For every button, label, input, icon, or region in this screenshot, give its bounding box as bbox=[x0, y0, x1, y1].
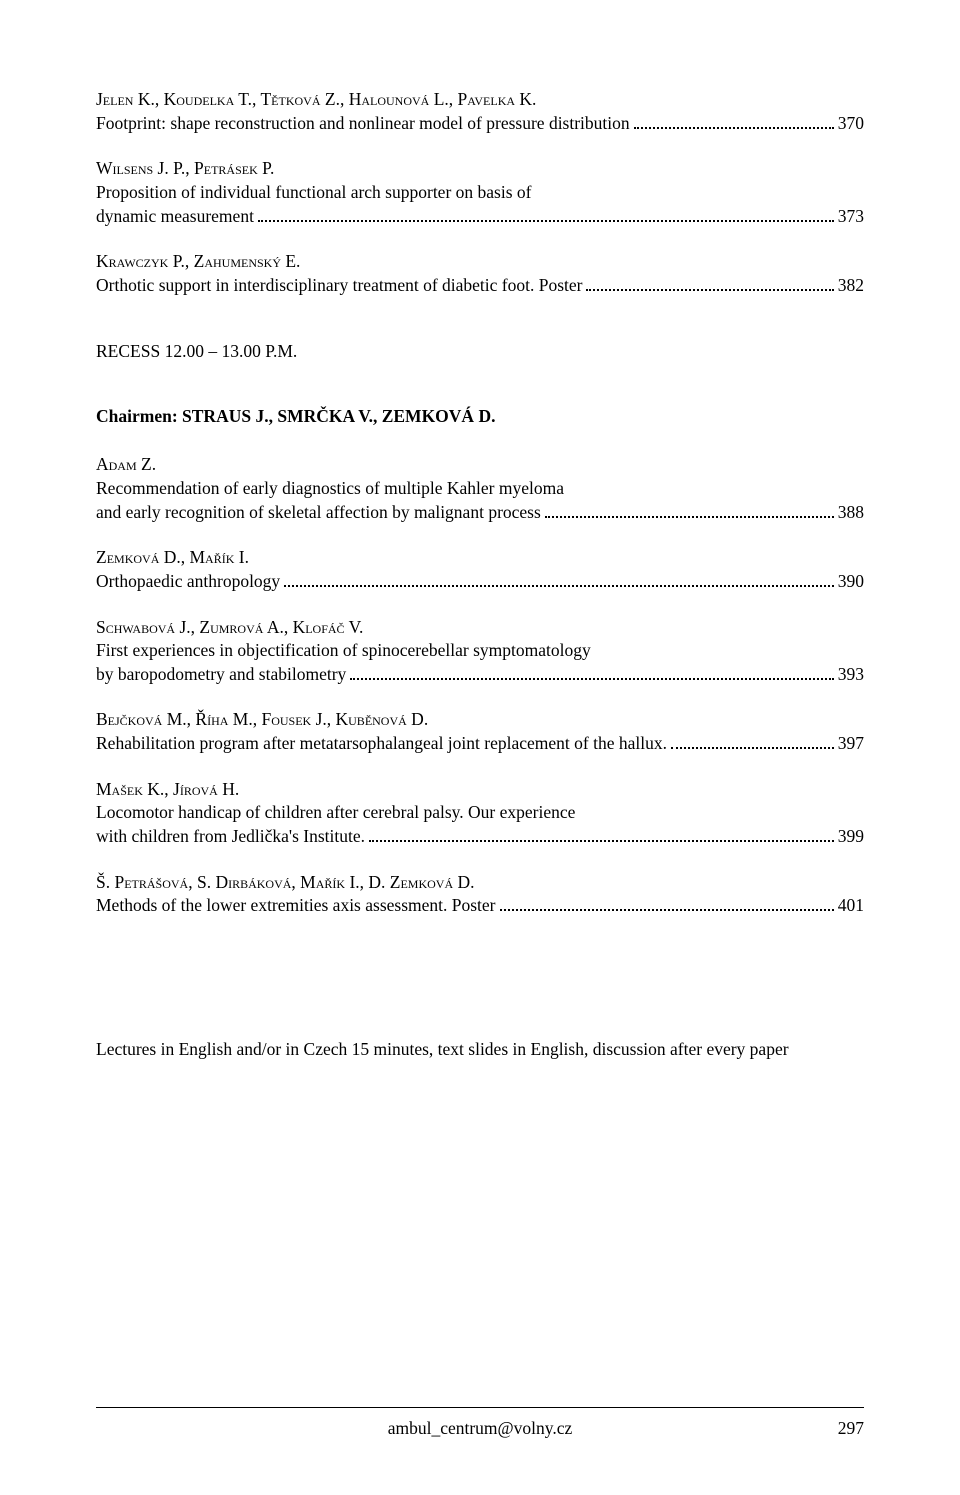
entry-title-last-line: with children from Jedlička's Institute.… bbox=[96, 825, 864, 849]
entry-authors: Š. Petrášová, S. Dirbáková, Mařík I., D.… bbox=[96, 871, 864, 895]
dot-leader bbox=[369, 826, 834, 842]
entry-title-text: dynamic measurement bbox=[96, 205, 254, 229]
entry-title-line: First experiences in objectification of … bbox=[96, 639, 864, 663]
chairmen-label: Chairmen: bbox=[96, 406, 178, 426]
entry-title-last-line: by baropodometry and stabilometry 393 bbox=[96, 663, 864, 687]
dot-leader bbox=[258, 206, 834, 222]
toc-entry: Jelen K., Koudelka T., Tětková Z., Halou… bbox=[96, 88, 864, 135]
entry-page-number: 390 bbox=[838, 570, 864, 594]
dot-leader bbox=[671, 733, 834, 749]
entry-title-text: Methods of the lower extremities axis as… bbox=[96, 894, 496, 918]
dot-leader bbox=[500, 895, 834, 911]
entry-authors: Adam Z. bbox=[96, 453, 864, 477]
footer-page-number: 297 bbox=[608, 1418, 864, 1439]
entry-authors: Krawczyk P., Zahumenský E. bbox=[96, 250, 864, 274]
entry-title-text: with children from Jedlička's Institute. bbox=[96, 825, 365, 849]
entry-page-number: 373 bbox=[838, 205, 864, 229]
chairmen-names: STRAUS J., SMRČKA V., ZEMKOVÁ D. bbox=[182, 406, 495, 426]
toc-entry: Adam Z.Recommendation of early diagnosti… bbox=[96, 453, 864, 524]
dot-leader bbox=[545, 502, 834, 518]
entry-page-number: 401 bbox=[838, 894, 864, 918]
toc-entry: Schwabová J., Zumrová A., Klofáč V.First… bbox=[96, 616, 864, 687]
entry-page-number: 382 bbox=[838, 274, 864, 298]
toc-entry: Š. Petrášová, S. Dirbáková, Mařík I., D.… bbox=[96, 871, 864, 918]
entry-authors: Bejčková M., Říha M., Fousek J., Kuběnov… bbox=[96, 708, 864, 732]
dot-leader bbox=[634, 113, 834, 129]
entry-title-last-line: Orthotic support in interdisciplinary tr… bbox=[96, 274, 864, 298]
chairmen-line: Chairmen: STRAUS J., SMRČKA V., ZEMKOVÁ … bbox=[96, 406, 864, 427]
entry-title-last-line: Footprint: shape reconstruction and nonl… bbox=[96, 112, 864, 136]
footer-email: ambul_centrum@volny.cz bbox=[352, 1418, 608, 1439]
entry-authors: Schwabová J., Zumrová A., Klofáč V. bbox=[96, 616, 864, 640]
entry-title-line: Proposition of individual functional arc… bbox=[96, 181, 864, 205]
entry-title-text: by baropodometry and stabilometry bbox=[96, 663, 346, 687]
conference-note: Lectures in English and/or in Czech 15 m… bbox=[96, 1038, 864, 1062]
entry-authors: Zemková D., Mařík I. bbox=[96, 546, 864, 570]
page-footer: ambul_centrum@volny.cz 297 bbox=[96, 1407, 864, 1439]
entry-page-number: 399 bbox=[838, 825, 864, 849]
dot-leader bbox=[284, 571, 834, 587]
entry-page-number: 397 bbox=[838, 732, 864, 756]
toc-entry: Bejčková M., Říha M., Fousek J., Kuběnov… bbox=[96, 708, 864, 755]
entry-authors: Wilsens J. P., Petrásek P. bbox=[96, 157, 864, 181]
entry-title-last-line: Rehabilitation program after metatarsoph… bbox=[96, 732, 864, 756]
entry-title-last-line: and early recognition of skeletal affect… bbox=[96, 501, 864, 525]
dot-leader bbox=[350, 664, 833, 680]
entry-title-last-line: Methods of the lower extremities axis as… bbox=[96, 894, 864, 918]
entry-title-text: and early recognition of skeletal affect… bbox=[96, 501, 541, 525]
entry-title-text: Footprint: shape reconstruction and nonl… bbox=[96, 112, 630, 136]
entry-page-number: 388 bbox=[838, 501, 864, 525]
entry-page-number: 370 bbox=[838, 112, 864, 136]
entry-title-line: Recommendation of early diagnostics of m… bbox=[96, 477, 864, 501]
entry-title-text: Rehabilitation program after metatarsoph… bbox=[96, 732, 667, 756]
entry-page-number: 393 bbox=[838, 663, 864, 687]
toc-entry: Mašek K., Jírová H.Locomotor handicap of… bbox=[96, 778, 864, 849]
entry-title-text: Orthopaedic anthropology bbox=[96, 570, 280, 594]
entry-title-line: Locomotor handicap of children after cer… bbox=[96, 801, 864, 825]
entries-top-group: Jelen K., Koudelka T., Tětková Z., Halou… bbox=[96, 88, 864, 297]
page-container: Jelen K., Koudelka T., Tětková Z., Halou… bbox=[0, 0, 960, 1495]
entries-bottom-group: Adam Z.Recommendation of early diagnosti… bbox=[96, 453, 864, 917]
toc-entry: Wilsens J. P., Petrásek P.Proposition of… bbox=[96, 157, 864, 228]
dot-leader bbox=[586, 275, 833, 291]
entry-title-last-line: dynamic measurement 373 bbox=[96, 205, 864, 229]
entry-title-last-line: Orthopaedic anthropology 390 bbox=[96, 570, 864, 594]
entry-title-text: Orthotic support in interdisciplinary tr… bbox=[96, 274, 582, 298]
entry-authors: Jelen K., Koudelka T., Tětková Z., Halou… bbox=[96, 88, 864, 112]
toc-entry: Zemková D., Mařík I.Orthopaedic anthropo… bbox=[96, 546, 864, 593]
entry-authors: Mašek K., Jírová H. bbox=[96, 778, 864, 802]
session-recess: RECESS 12.00 – 13.00 P.M. bbox=[96, 341, 864, 362]
toc-entry: Krawczyk P., Zahumenský E.Orthotic suppo… bbox=[96, 250, 864, 297]
